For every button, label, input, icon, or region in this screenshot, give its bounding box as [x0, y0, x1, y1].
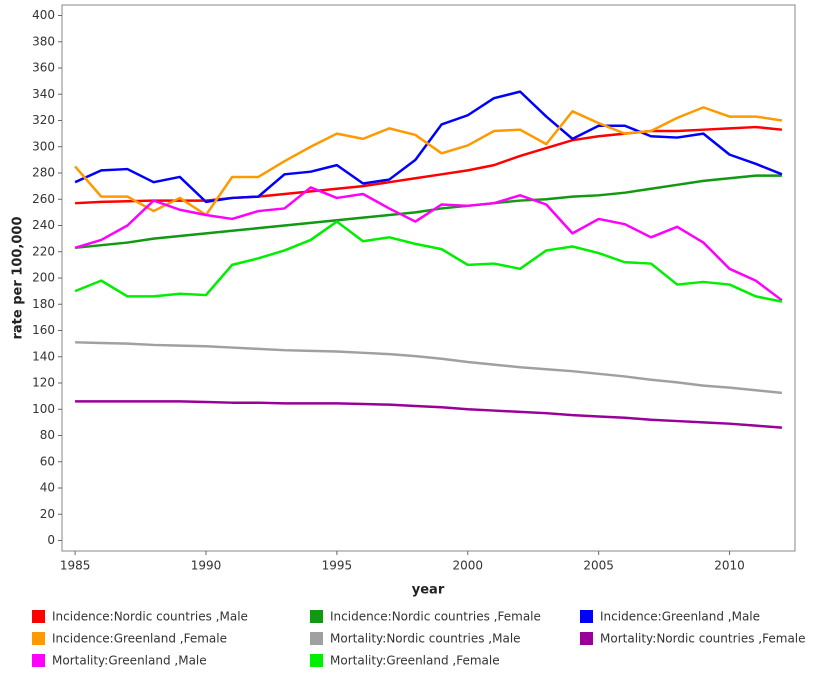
legend-label: Mortality:Greenland ,Male	[52, 654, 207, 668]
x-tick-label: 1990	[191, 559, 222, 573]
y-tick-label: 280	[32, 166, 55, 180]
x-tick-label: 2010	[714, 559, 745, 573]
x-tick-label: 2000	[452, 559, 483, 573]
y-tick-label: 360	[32, 61, 55, 75]
legend-swatch	[32, 632, 45, 645]
series-line	[74, 220, 783, 303]
y-tick-label: 60	[40, 454, 55, 468]
y-tick-label: 120	[32, 376, 55, 390]
legend-swatch	[310, 632, 323, 645]
y-tick-label: 240	[32, 218, 55, 232]
series-line	[75, 125, 783, 205]
legend-swatch	[580, 632, 593, 645]
legend-swatch	[32, 654, 45, 667]
legend-label: Incidence:Greenland ,Male	[600, 610, 760, 624]
y-tick-label: 20	[40, 507, 55, 521]
legend-swatch	[310, 610, 323, 623]
y-tick-label: 180	[32, 297, 55, 311]
plot-area	[61, 4, 796, 552]
legend-swatch	[32, 610, 45, 623]
y-tick-label: 80	[40, 428, 55, 442]
legend-label: Incidence:Nordic countries ,Female	[330, 610, 541, 624]
legend-label: Incidence:Nordic countries ,Male	[52, 610, 248, 624]
y-tick-label: 340	[32, 87, 55, 101]
series-line	[74, 90, 783, 204]
series-line	[74, 174, 782, 250]
y-tick-label: 160	[32, 323, 55, 337]
y-tick-label: 220	[32, 244, 55, 258]
y-axis-title: rate per 100,000	[11, 216, 26, 339]
legend: Incidence:Nordic countries ,Male Incidenc…	[32, 610, 806, 668]
y-tick-label: 40	[40, 481, 55, 495]
series-line	[74, 106, 783, 217]
series-line	[75, 400, 783, 429]
y-tick-label: 320	[32, 113, 55, 127]
y-tick-label: 300	[32, 139, 55, 153]
x-tick-label: 2005	[583, 559, 614, 573]
legend-swatch	[310, 654, 323, 667]
y-tick-label: 200	[32, 271, 55, 285]
y-tick-label: 400	[32, 8, 55, 22]
y-tick-label: 140	[32, 349, 55, 363]
y-tick-label: 380	[32, 34, 55, 48]
x-axis-title: year	[412, 583, 445, 598]
y-tick-label: 100	[32, 402, 55, 416]
x-tick-label: 1985	[60, 559, 91, 573]
legend-label: Mortality:Nordic countries ,Female	[600, 632, 806, 646]
legend-label: Mortality:Nordic countries ,Male	[330, 632, 521, 646]
series-line	[74, 186, 783, 302]
y-tick-label: 260	[32, 192, 55, 206]
x-tick-label: 1995	[322, 559, 353, 573]
legend-swatch	[580, 610, 593, 623]
series-line	[75, 341, 783, 395]
y-tick-label: 0	[47, 533, 55, 547]
legend-label: Incidence:Greenland ,Female	[52, 632, 227, 646]
legend-label: Mortality:Greenland ,Female	[330, 654, 500, 668]
